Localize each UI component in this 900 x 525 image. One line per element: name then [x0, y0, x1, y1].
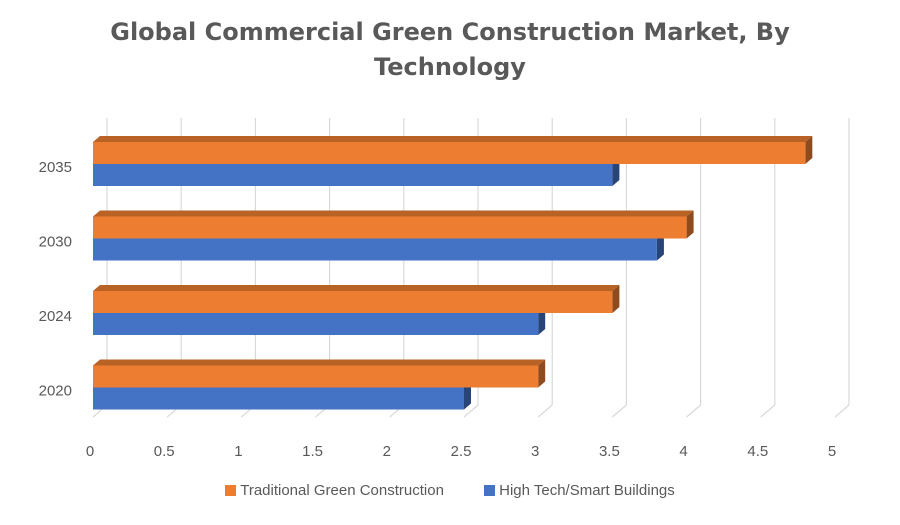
x-tick-label-3: 1.5 — [302, 443, 323, 460]
gridline-floor-6 — [537, 404, 553, 418]
bar-high-tech-2024 — [93, 313, 539, 335]
gridline-floor-7 — [612, 404, 627, 418]
x-tick-label-2: 1 — [234, 443, 242, 460]
y-tick-label-2024: 2024 — [39, 308, 72, 325]
bar-traditional-2024-side — [612, 285, 620, 313]
gridline-floor-9 — [760, 404, 776, 418]
bar-traditional-2020-side — [538, 359, 546, 388]
bar-high-tech-2035 — [93, 164, 613, 186]
bar-traditional-2035-side — [805, 136, 813, 164]
y-tick-label-2035: 2035 — [39, 159, 72, 176]
bar-traditional-2035-top — [93, 136, 813, 142]
bar-traditional-2030-side — [686, 210, 694, 239]
legend-item-high-tech: High Tech/Smart Buildings — [484, 482, 675, 499]
bar-traditional-2024 — [93, 291, 613, 313]
bar-high-tech-2020 — [93, 387, 464, 410]
x-tick-label-10: 5 — [828, 443, 836, 460]
bar-traditional-2024-top — [93, 285, 620, 291]
bar-high-tech-2024-side — [538, 307, 546, 335]
x-tick-label-5: 2.5 — [451, 443, 472, 460]
bar-high-tech-2035-side — [612, 158, 620, 186]
bar-traditional-2030 — [93, 216, 687, 239]
gridline-floor-8 — [686, 404, 701, 418]
bar-traditional-2030-top — [93, 210, 694, 217]
legend-swatch-high-tech — [484, 484, 496, 496]
bar-high-tech-2020-side — [464, 381, 471, 410]
bar-traditional-2020 — [93, 365, 539, 388]
x-tick-label-6: 3 — [531, 443, 539, 460]
bar-traditional-2020-top — [93, 359, 546, 366]
bar-traditional-2035 — [93, 142, 806, 164]
bar-high-tech-2030-side — [656, 232, 664, 261]
chart-legend: Traditional Green Construction High Tech… — [0, 482, 900, 499]
legend-item-traditional: Traditional Green Construction — [225, 482, 444, 499]
x-tick-label-1: 0.5 — [154, 443, 175, 460]
bar-high-tech-2030 — [93, 238, 657, 261]
x-tick-label-0: 0 — [86, 443, 94, 460]
chart-title-line-1: Global Commercial Green Construction Mar… — [110, 18, 790, 46]
x-tick-label-7: 3.5 — [599, 443, 620, 460]
gridline-floor-10 — [834, 404, 850, 418]
x-tick-label-4: 2 — [383, 443, 391, 460]
gridline-floor-5 — [463, 404, 479, 418]
x-tick-label-9: 4.5 — [747, 443, 768, 460]
legend-swatch-traditional — [225, 484, 237, 496]
legend-label-traditional: Traditional Green Construction — [240, 482, 444, 499]
chart-title-line-2: Technology — [374, 53, 526, 81]
y-tick-label-2020: 2020 — [39, 383, 72, 400]
legend-label-high-tech: High Tech/Smart Buildings — [499, 482, 675, 499]
y-tick-label-2030: 2030 — [39, 234, 72, 251]
x-tick-label-8: 4 — [679, 443, 687, 460]
